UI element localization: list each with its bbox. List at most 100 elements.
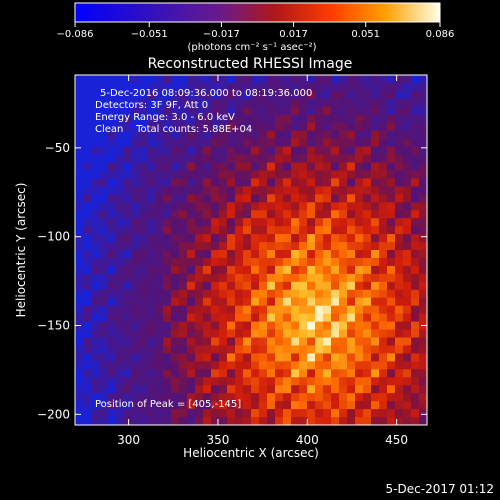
heatmap-cell (99, 313, 108, 323)
heatmap-cell (379, 170, 388, 179)
heatmap-cell (315, 305, 324, 315)
heatmap-cell (155, 321, 164, 331)
heatmap-cell (395, 226, 404, 235)
heatmap-cell (219, 162, 228, 172)
heatmap-cell (323, 313, 332, 323)
heatmap-cell (275, 417, 284, 425)
heatmap-cell (219, 178, 228, 187)
heatmap-cell (371, 234, 380, 243)
heatmap-cell (83, 377, 92, 386)
heatmap-cell (83, 170, 92, 179)
heatmap-cell (331, 257, 340, 267)
heatmap-cell (371, 98, 380, 108)
heatmap-cell (379, 329, 388, 339)
heatmap-cell (395, 75, 404, 84)
heatmap-cell (219, 106, 228, 116)
heatmap-cell (123, 305, 132, 315)
heatmap-cell (131, 138, 140, 148)
heatmap-cell (75, 114, 84, 124)
heatmap-cell (99, 162, 108, 172)
heatmap-cell (195, 289, 204, 299)
heatmap-cell (203, 321, 212, 331)
heatmap-cell (371, 265, 380, 275)
heatmap-cell (307, 98, 316, 108)
heatmap-cell (147, 234, 156, 243)
heatmap-cell (307, 114, 316, 124)
heatmap-cell (155, 210, 164, 219)
heatmap-cell (147, 242, 156, 251)
heatmap-cell (147, 178, 156, 187)
heatmap-cell (115, 218, 124, 227)
heatmap-cell (395, 114, 404, 124)
heatmap-cell (411, 106, 420, 116)
heatmap-cell (395, 186, 404, 195)
heatmap-cell (315, 114, 324, 124)
heatmap-cell (323, 369, 332, 378)
heatmap-cell (299, 321, 308, 331)
heatmap-cell (347, 409, 356, 418)
x-axis-ticks: 300 350 400 450 (117, 75, 408, 447)
heatmap-cell (235, 417, 244, 425)
heatmap-cell (99, 250, 108, 259)
heatmap-cell (371, 289, 380, 299)
heatmap-cell (139, 417, 148, 425)
heatmap-cell (259, 194, 268, 203)
heatmap-cell (131, 297, 140, 307)
heatmap-cell (411, 170, 420, 179)
heatmap-cell (419, 305, 427, 315)
heatmap-cell (387, 289, 396, 299)
heatmap-cell (171, 345, 180, 354)
heatmap-cell (75, 130, 84, 140)
heatmap-cell (123, 178, 132, 187)
heatmap-cell (187, 353, 196, 362)
heatmap-cell (107, 313, 116, 323)
heatmap-cell (299, 114, 308, 124)
heatmap-cell (235, 154, 244, 164)
heatmap-cell (323, 242, 332, 251)
heatmap-cell (83, 162, 92, 172)
heatmap-cell (171, 385, 180, 394)
heatmap-cell (387, 377, 396, 386)
heatmap-cell (363, 186, 372, 195)
heatmap-cell (75, 297, 84, 307)
heatmap-cell (323, 393, 332, 402)
heatmap-cell (243, 345, 252, 354)
energy-range-annotation: Energy Range: 3.0 - 6.0 keV (95, 112, 235, 123)
heatmap-cell (259, 75, 268, 84)
heatmap-cell (403, 329, 412, 339)
heatmap-cell (371, 337, 380, 347)
heatmap-cell (123, 265, 132, 275)
heatmap-cell (403, 138, 412, 148)
heatmap-cell (75, 226, 84, 235)
heatmap-cell (371, 106, 380, 116)
heatmap-cell (355, 329, 364, 339)
heatmap-cell (195, 82, 204, 92)
heatmap-cell (187, 361, 196, 370)
heatmap-cell (419, 114, 427, 124)
heatmap-cell (179, 273, 188, 283)
heatmap-cell (371, 385, 380, 394)
heatmap-cell (91, 202, 100, 211)
heatmap-cell (147, 98, 156, 108)
heatmap-cell (387, 242, 396, 251)
heatmap-cell (299, 273, 308, 283)
heatmap-cell (83, 281, 92, 291)
heatmap-cell (411, 114, 420, 124)
heatmap-cell (355, 194, 364, 203)
heatmap-cell (203, 162, 212, 172)
heatmap-cell (315, 106, 324, 116)
heatmap-cell (219, 409, 228, 418)
heatmap-cell (363, 170, 372, 179)
heatmap-cell (363, 82, 372, 92)
heatmap-cell (371, 218, 380, 227)
heatmap-cell (315, 138, 324, 148)
heatmap-cell (179, 313, 188, 323)
heatmap-cell (99, 218, 108, 227)
heatmap-cell (115, 273, 124, 283)
heatmap-cell (347, 257, 356, 267)
heatmap-cell (203, 257, 212, 267)
heatmap-cell (259, 202, 268, 211)
heatmap-cell (91, 122, 100, 132)
heatmap-cell (403, 234, 412, 243)
heatmap-cell (219, 194, 228, 203)
